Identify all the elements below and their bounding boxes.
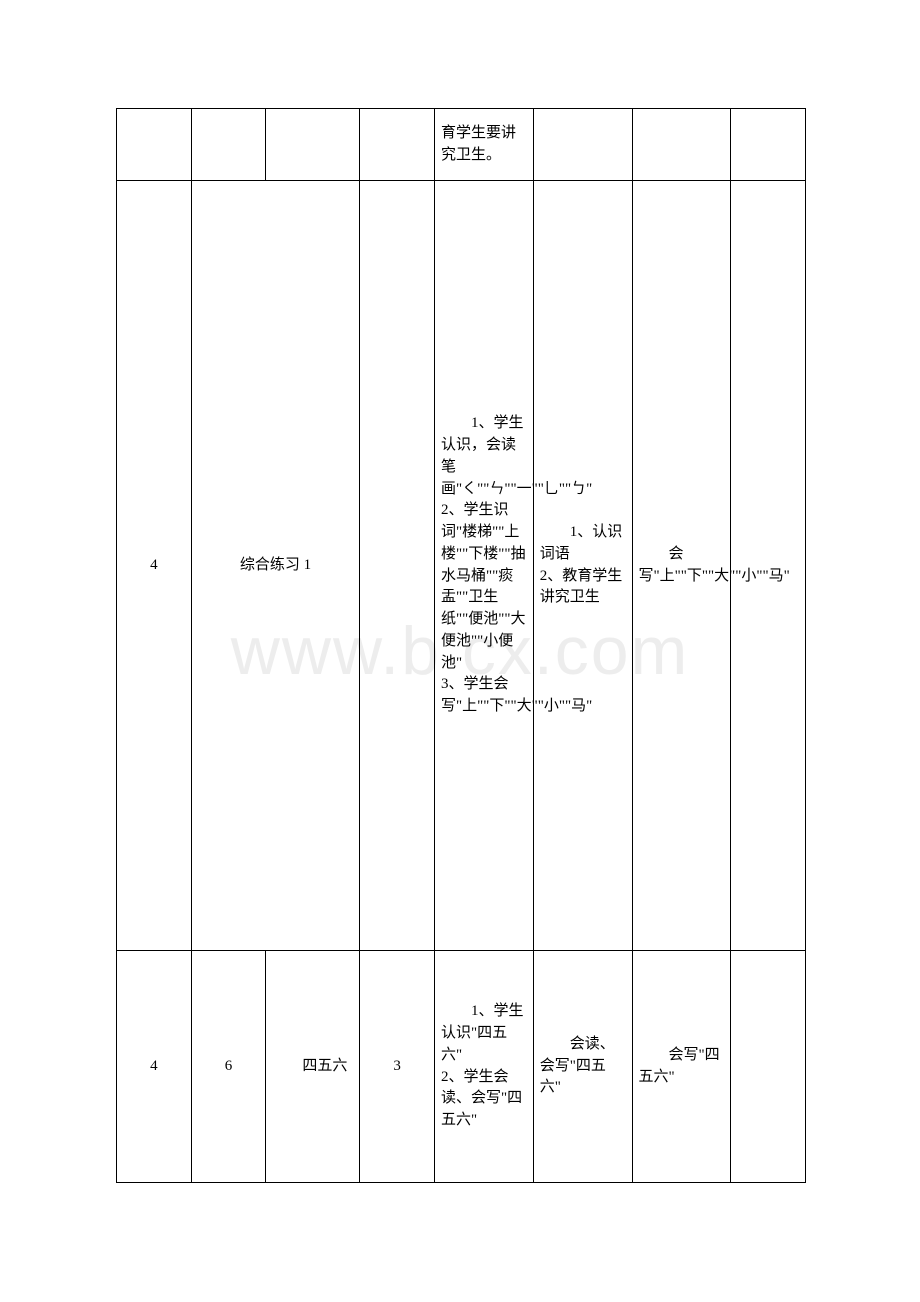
table-cell — [632, 109, 731, 181]
table-cell: 会读、会写"四五六" — [533, 951, 632, 1183]
table-cell — [360, 109, 435, 181]
table-cell: 四五六 — [266, 951, 360, 1183]
table-cell — [731, 181, 806, 951]
cell-paragraph: 1、认识词语 — [540, 522, 626, 566]
table-cell: 4 — [117, 951, 192, 1183]
table-cell — [191, 109, 266, 181]
table-cell: 会写"上""下""大""小""马" — [632, 181, 731, 951]
table-cell — [731, 109, 806, 181]
table-cell: 4 — [117, 181, 192, 951]
table-cell: 1、学生认识，会读笔画"く""ㄣ""一""乚""ㄅ" 2、学生识词"楼梯""上楼… — [434, 181, 533, 951]
table-cell: 1、学生认识"四五六" 2、学生会读、会写"四五六" — [434, 951, 533, 1183]
cell-paragraph: 2、学生识词"楼梯""上楼""下楼""抽水马桶""痰盂""卫生纸""便池""大便… — [441, 500, 527, 674]
document-table-container: 育学生要讲究卫生。 4 综合练习 1 1、学生认识，会读笔画"く""ㄣ""一""… — [116, 108, 806, 1183]
cell-paragraph: 2、学生会读、会写"四五六" — [441, 1067, 527, 1132]
table-row: 育学生要讲究卫生。 — [117, 109, 806, 181]
table-cell: 6 — [191, 951, 266, 1183]
table-cell: 综合练习 1 — [191, 181, 360, 951]
lesson-plan-table: 育学生要讲究卫生。 4 综合练习 1 1、学生认识，会读笔画"く""ㄣ""一""… — [116, 108, 806, 1183]
cell-paragraph: 3、学生会写"上""下""大""小""马" — [441, 674, 527, 718]
table-cell — [360, 181, 435, 951]
cell-paragraph: 1、学生认识，会读笔画"く""ㄣ""一""乚""ㄅ" — [441, 413, 527, 500]
table-cell: 育学生要讲究卫生。 — [434, 109, 533, 181]
table-cell: 会写"四五六" — [632, 951, 731, 1183]
table-cell: 1、认识词语 2、教育学生讲究卫生 — [533, 181, 632, 951]
table-cell — [266, 109, 360, 181]
table-row: 4 综合练习 1 1、学生认识，会读笔画"く""ㄣ""一""乚""ㄅ" 2、学生… — [117, 181, 806, 951]
cell-paragraph: 1、学生认识"四五六" — [441, 1001, 527, 1066]
table-row: 4 6 四五六 3 1、学生认识"四五六" 2、学生会读、会写"四五六" 会读、… — [117, 951, 806, 1183]
table-cell: 3 — [360, 951, 435, 1183]
cell-paragraph: 2、教育学生讲究卫生 — [540, 566, 626, 610]
table-cell — [731, 951, 806, 1183]
table-cell — [117, 109, 192, 181]
table-cell — [533, 109, 632, 181]
